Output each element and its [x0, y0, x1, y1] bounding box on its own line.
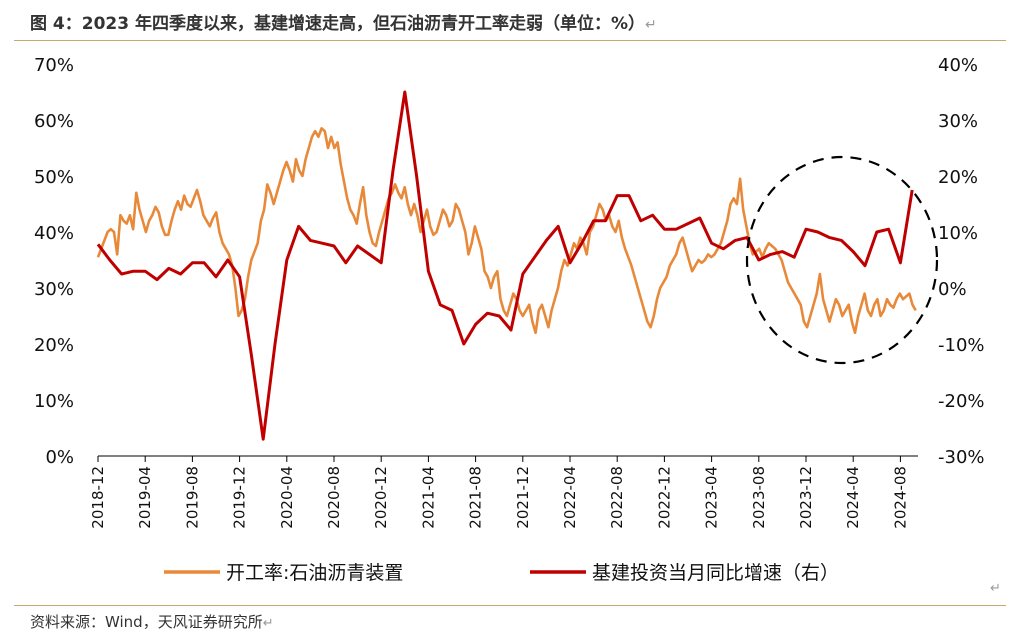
x-tick-label: 2020-12	[372, 466, 390, 529]
y-right-tick-label: 30%	[938, 111, 978, 132]
chart-canvas: 0% 10% 20% 30% 40% 50% 60% 70% -30% -20% -10% 0% 10…	[34, 55, 1001, 596]
y-left-tick-label: 0%	[45, 447, 74, 468]
x-tick-label: 2021-12	[514, 466, 532, 529]
y-left-tick-label: 70%	[34, 55, 74, 76]
y-right-tick-label: -30%	[938, 447, 985, 468]
legend-label: 开工率:石油沥青装置	[226, 562, 403, 584]
x-tick-label: 2019-12	[231, 466, 249, 529]
y-left-tick-label: 50%	[34, 167, 74, 188]
chart-title: 图 4：2023 年四季度以来，基建增速走高，但石油沥青开工率走弱（单位：%）↵	[30, 14, 657, 34]
x-tick-label: 2024-08	[891, 466, 909, 529]
y-right-tick-label: 0%	[938, 279, 967, 300]
source-note: 资料来源：Wind，天风证券研究所↵	[30, 613, 274, 631]
y-left-tick-label: 30%	[34, 279, 74, 300]
x-tick-label: 2022-12	[655, 466, 673, 529]
x-tick-label: 2022-08	[608, 466, 626, 529]
footer-rule	[14, 605, 1006, 606]
return-mark: ↵	[990, 581, 1001, 596]
y-axis-left: 0% 10% 20% 30% 40% 50% 60% 70%	[34, 55, 74, 468]
legend: 开工率:石油沥青装置 基建投资当月同比增速（右）	[164, 562, 839, 584]
x-tick-label: 2023-04	[703, 466, 721, 529]
x-axis: 2018-12 2019-04 2019-08 2019-12 2020-04 2020-…	[89, 456, 909, 529]
x-tick-label: 2022-04	[561, 466, 579, 529]
x-tick-label: 2018-12	[89, 466, 107, 529]
y-left-tick-label: 60%	[34, 111, 74, 132]
x-tick-label: 2019-08	[183, 466, 201, 529]
x-tick-label: 2024-04	[844, 466, 862, 529]
legend-label: 基建投资当月同比增速（右）	[592, 562, 839, 584]
y-right-tick-label: 10%	[938, 223, 978, 244]
plot-area	[96, 90, 917, 441]
series-line-asphalt	[96, 127, 917, 335]
x-tick-label: 2020-04	[278, 466, 296, 529]
y-right-tick-label: 40%	[938, 55, 978, 76]
y-axis-right: -30% -20% -10% 0% 10% 20% 30% 40%	[938, 55, 985, 468]
x-tick-label: 2021-04	[419, 466, 437, 529]
x-tick-label: 2020-08	[325, 466, 343, 529]
series-line-infrastructure	[96, 90, 914, 441]
x-tick-label: 2019-04	[136, 466, 154, 529]
x-tick-label: 2021-08	[467, 466, 485, 529]
x-tick-label: 2023-12	[797, 466, 815, 529]
x-tick-label: 2023-08	[750, 466, 768, 529]
y-left-tick-label: 20%	[34, 335, 74, 356]
y-left-tick-label: 10%	[34, 391, 74, 412]
title-rule	[14, 40, 1006, 41]
y-right-tick-label: 20%	[938, 167, 978, 188]
y-right-tick-label: -10%	[938, 335, 985, 356]
highlight-circle	[745, 155, 939, 365]
y-right-tick-label: -20%	[938, 391, 985, 412]
y-left-tick-label: 40%	[34, 223, 74, 244]
